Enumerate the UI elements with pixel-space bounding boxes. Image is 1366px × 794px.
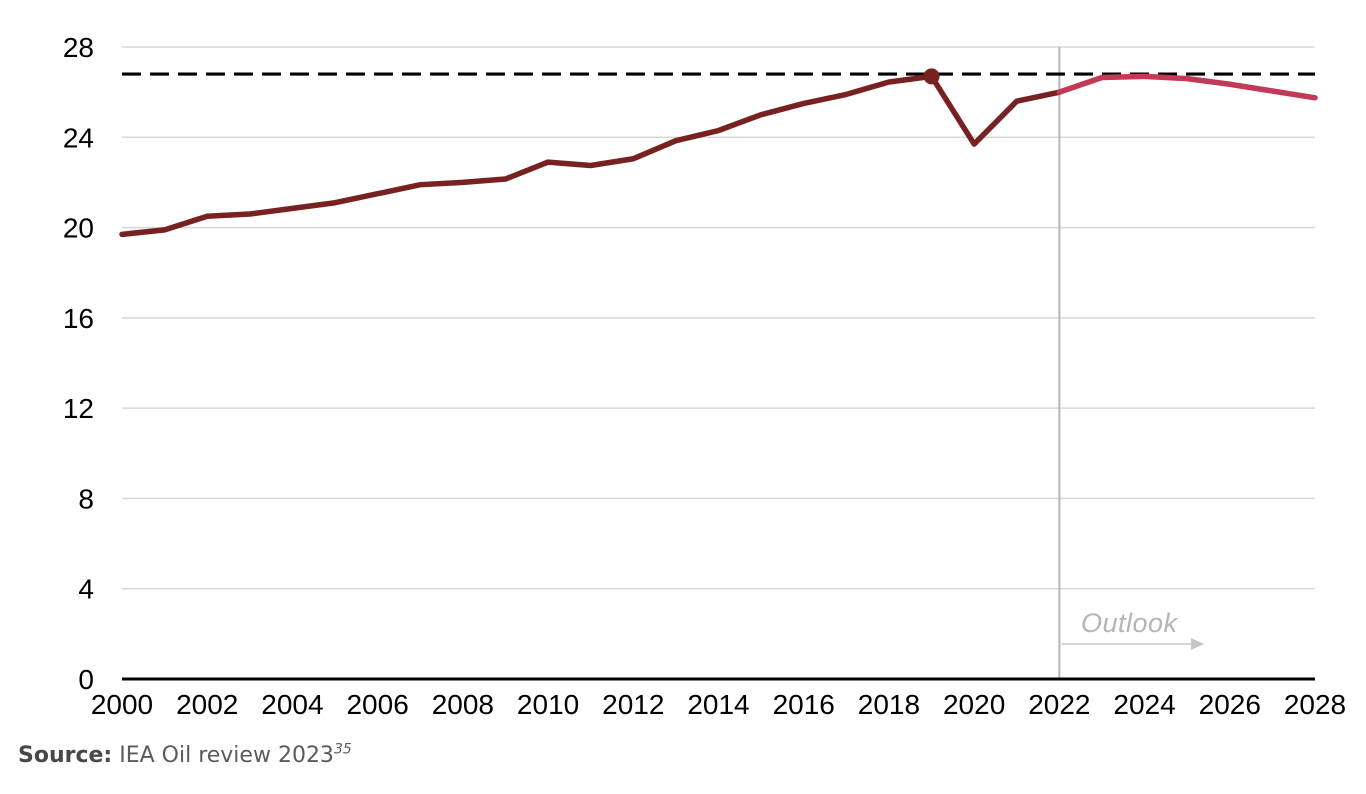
outlook-annotation: Outlook (1081, 608, 1178, 638)
y-tick-label: 28 (63, 32, 94, 63)
y-tick-label: 4 (78, 574, 94, 605)
y-tick-label: 0 (78, 664, 94, 695)
x-tick-label: 2000 (91, 689, 153, 720)
source-label: Source: (18, 743, 113, 768)
x-tick-label: 2016 (773, 689, 835, 720)
y-tick-label: 24 (63, 122, 94, 153)
y-tick-label: 16 (63, 303, 94, 334)
source-footnote-ref: 35 (333, 741, 352, 758)
x-tick-label: 2022 (1028, 689, 1090, 720)
y-tick-label: 8 (78, 483, 94, 514)
source-text: IEA Oil review 2023 (112, 743, 334, 768)
outlook-arrow-head (1191, 638, 1204, 650)
x-tick-label: 2020 (943, 689, 1005, 720)
outlook-series-line (1056, 73, 1318, 101)
source-line: Source: IEA Oil review 202335 (18, 743, 352, 768)
x-tick-label: 2012 (602, 689, 664, 720)
x-tick-label: 2006 (346, 689, 408, 720)
x-tick-label: 2028 (1284, 689, 1346, 720)
x-tick-label: 2010 (517, 689, 579, 720)
x-tick-label: 2008 (432, 689, 494, 720)
x-tick-label: 2004 (261, 689, 323, 720)
x-tick-label: 2014 (687, 689, 749, 720)
x-tick-label: 2018 (858, 689, 920, 720)
y-tick-label: 20 (63, 213, 94, 244)
peak-marker-dot (923, 68, 940, 85)
y-tick-label: 12 (63, 393, 94, 424)
x-tick-label: 2024 (1113, 689, 1175, 720)
historical-series-line (119, 73, 1063, 238)
x-tick-label: 2002 (176, 689, 238, 720)
x-tick-label: 2026 (1199, 689, 1261, 720)
